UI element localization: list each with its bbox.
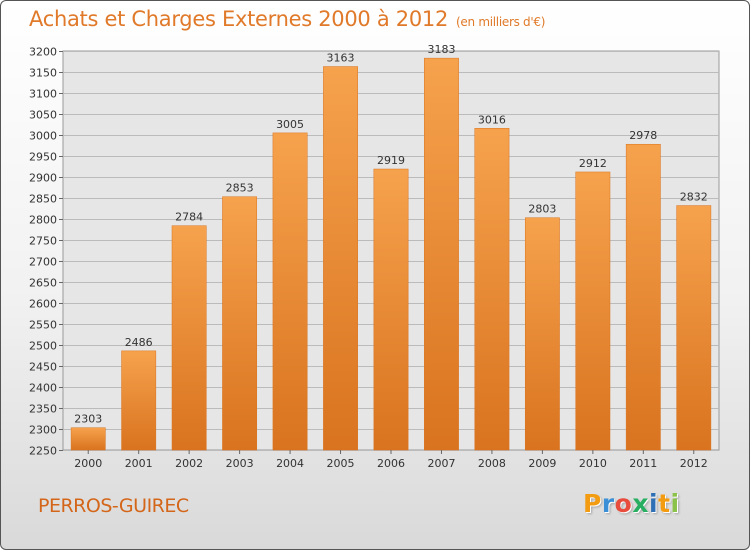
bar-value-label: 2919 (377, 154, 405, 167)
y-tick-label: 2350 (29, 403, 57, 416)
logo-letter: P (583, 489, 602, 518)
city-name: PERROS-GUIREC (38, 495, 189, 517)
x-tick-label: 2002 (175, 457, 203, 470)
proxiti-logo: Proxiti (583, 489, 680, 518)
y-tick-label: 2600 (29, 298, 57, 311)
y-tick-label: 2450 (29, 361, 57, 374)
logo-letter: i (670, 489, 680, 518)
bar-value-label: 3016 (478, 113, 506, 126)
bar-value-label: 2303 (74, 413, 102, 426)
y-tick-label: 2650 (29, 277, 57, 290)
x-tick-label: 2008 (478, 457, 506, 470)
y-tick-label: 2850 (29, 193, 57, 206)
bar (121, 350, 157, 451)
bar (373, 168, 409, 451)
logo-letter: r (601, 489, 615, 518)
y-tick-label: 2750 (29, 235, 57, 248)
bar (524, 217, 560, 451)
logo-letter: o (614, 489, 633, 518)
x-tick-label: 2003 (226, 457, 254, 470)
bars (70, 57, 712, 451)
y-tick-label: 2950 (29, 151, 57, 164)
bar (70, 427, 106, 451)
x-tick-label: 2012 (680, 457, 708, 470)
y-tick-label: 2700 (29, 256, 57, 269)
x-axis-ticks: 2000 2001 2002 2003 2004 2005 2006 2007 2008 2009… (74, 450, 708, 470)
bar (272, 132, 308, 451)
y-tick-label: 2800 (29, 214, 57, 227)
y-tick-label: 3000 (29, 130, 57, 143)
bar-value-label: 3183 (427, 43, 455, 56)
bar-value-label: 2803 (528, 203, 556, 216)
x-tick-label: 2006 (377, 457, 405, 470)
bar (575, 171, 611, 451)
logo-letter: t (658, 489, 671, 518)
bar (424, 57, 459, 451)
data-labels: 2303 2486 2784 2853 3005 3163 2919 3183 3016 2803… (74, 43, 708, 426)
y-tick-label: 3100 (29, 88, 57, 101)
bar-value-label: 3005 (276, 118, 304, 131)
logo-letter: x (632, 489, 649, 518)
y-tick-label: 2500 (29, 340, 57, 353)
x-tick-label: 2004 (276, 457, 304, 470)
x-tick-label: 2009 (528, 457, 556, 470)
x-tick-label: 2011 (629, 457, 657, 470)
chart-unit-note: (en milliers d'€) (456, 15, 546, 29)
bar-value-label: 3163 (327, 52, 355, 65)
chart-title-text: Achats et Charges Externes 2000 à 2012 (29, 7, 449, 31)
x-tick-label: 2010 (579, 457, 607, 470)
y-tick-label: 2300 (29, 424, 57, 437)
y-tick-label: 2550 (29, 319, 57, 332)
bar-chart: 2250 2300 2350 2400 2450 2500 2550 2600 2650 2700… (29, 43, 720, 470)
x-tick-label: 2001 (125, 457, 153, 470)
x-tick-label: 2005 (327, 457, 355, 470)
bar-value-label: 2832 (680, 191, 708, 204)
y-axis-ticks: 2250 2300 2350 2400 2450 2500 2550 2600 2650 2700… (29, 46, 63, 458)
y-tick-label: 3150 (29, 67, 57, 80)
y-tick-label: 2400 (29, 382, 57, 395)
chart-title: Achats et Charges Externes 2000 à 2012 (e… (29, 7, 545, 31)
x-tick-label: 2000 (74, 457, 102, 470)
bar-value-label: 2853 (226, 182, 254, 195)
y-tick-label: 3050 (29, 109, 57, 122)
bar-value-label: 2486 (125, 336, 153, 349)
bar (676, 205, 712, 451)
bar-value-label: 2978 (629, 129, 657, 142)
bar-value-label: 2912 (579, 157, 607, 170)
bar (625, 143, 661, 451)
bar (323, 66, 358, 451)
y-tick-label: 3200 (29, 46, 57, 59)
x-tick-label: 2007 (427, 457, 455, 470)
bar-value-label: 2784 (175, 211, 203, 224)
bar (222, 196, 258, 451)
logo-letter: i (649, 489, 659, 518)
y-tick-label: 2900 (29, 172, 57, 185)
y-tick-label: 2250 (29, 445, 57, 458)
bar (171, 225, 207, 451)
bar (474, 128, 510, 451)
